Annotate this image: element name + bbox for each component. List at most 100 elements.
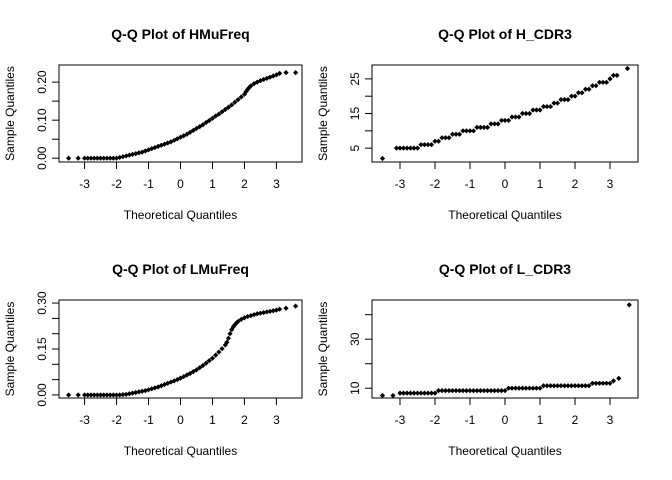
data-point <box>101 155 107 161</box>
data-point <box>586 86 592 92</box>
data-point <box>498 388 505 394</box>
x-tick-label: 3 <box>273 413 280 427</box>
data-point <box>393 145 400 151</box>
x-tick-label: -1 <box>465 177 476 191</box>
x-tick-label: 3 <box>607 413 614 427</box>
data-point <box>596 380 603 386</box>
data-point <box>390 392 396 399</box>
x-tick-label: 0 <box>177 413 184 427</box>
data-point <box>575 90 582 96</box>
data-point <box>379 392 386 399</box>
data-point <box>397 390 403 396</box>
data-point <box>425 390 431 396</box>
x-tick-label: 1 <box>209 177 216 191</box>
points-l-cdr3 <box>379 302 632 399</box>
x-axis-label: Theoretical Quantiles <box>448 444 561 458</box>
data-point <box>203 360 209 366</box>
data-point <box>425 142 431 148</box>
data-point <box>540 383 547 389</box>
data-point <box>474 388 480 394</box>
data-point <box>526 385 533 391</box>
data-point <box>544 103 550 110</box>
data-point <box>267 308 273 314</box>
x-tick-label: -3 <box>395 413 406 427</box>
data-point <box>456 388 463 394</box>
data-point <box>502 117 508 124</box>
data-point <box>254 79 260 85</box>
x-axis-label: Theoretical Quantiles <box>124 208 237 222</box>
data-point <box>603 380 610 386</box>
data-point <box>123 391 129 397</box>
x-tick-label: -3 <box>79 413 90 427</box>
points-h-cdr3 <box>379 65 631 162</box>
data-point <box>225 104 232 110</box>
data-point <box>460 388 466 394</box>
data-point <box>232 322 238 328</box>
data-point <box>432 138 438 144</box>
data-point <box>107 392 113 398</box>
data-point <box>516 385 522 391</box>
x-tick-label: -3 <box>79 177 90 191</box>
data-point <box>273 307 280 313</box>
data-point <box>554 383 561 389</box>
data-point <box>453 388 459 394</box>
data-point <box>600 380 606 386</box>
data-point <box>197 365 203 371</box>
y-axis-label: Sample Quantiles <box>3 302 17 397</box>
data-point <box>498 117 505 124</box>
data-point <box>238 94 244 100</box>
data-point <box>582 383 589 389</box>
data-point <box>104 155 110 161</box>
y-axis-label: Sample Quantiles <box>3 66 17 161</box>
data-point <box>407 390 414 396</box>
panel-lmufreq: Q-Q Plot of LMuFreq Theoretical Quantiles… <box>3 261 303 458</box>
data-point <box>219 109 225 115</box>
y-tick-label: 0.10 <box>35 108 49 132</box>
data-point <box>579 90 585 96</box>
y-axis: 5 15 25 <box>348 72 372 151</box>
y-tick-label: 15 <box>348 107 362 121</box>
data-point <box>586 383 592 389</box>
y-tick-label: 0.20 <box>35 70 49 94</box>
data-point <box>579 383 585 389</box>
data-point <box>572 383 578 389</box>
data-point <box>251 312 257 318</box>
data-point <box>129 390 136 396</box>
data-point <box>200 122 206 128</box>
data-point <box>379 155 386 162</box>
data-point <box>474 124 480 130</box>
data-point <box>582 86 589 92</box>
data-point <box>267 74 273 80</box>
y-axis-label: Sample Quantiles <box>316 66 330 161</box>
data-point <box>593 83 599 89</box>
panel-title: Q-Q Plot of L_CDR3 <box>439 261 571 277</box>
data-point <box>216 111 222 117</box>
data-point <box>126 391 132 397</box>
data-point <box>509 114 515 120</box>
data-point <box>94 392 100 398</box>
x-tick-label: 3 <box>273 177 280 191</box>
x-tick-label: 3 <box>607 177 614 191</box>
data-point <box>568 383 575 389</box>
x-tick-label: -2 <box>111 177 122 191</box>
x-tick-label: 0 <box>177 177 184 191</box>
data-point <box>607 76 613 82</box>
data-point <box>273 72 280 78</box>
data-point <box>593 380 599 386</box>
data-point <box>488 388 494 394</box>
x-axis: -3 -2 -1 0 1 2 3 <box>79 398 280 427</box>
x-tick-label: -2 <box>111 413 122 427</box>
data-point <box>213 352 219 358</box>
data-point <box>453 131 459 137</box>
data-point <box>171 378 177 384</box>
data-point <box>488 121 494 127</box>
x-tick-label: -3 <box>395 177 406 191</box>
data-point <box>565 97 571 103</box>
data-point <box>85 392 91 398</box>
data-point <box>418 142 424 148</box>
data-point <box>435 138 442 144</box>
data-point <box>624 65 631 72</box>
data-point <box>540 103 547 110</box>
y-axis-label: Sample Quantiles <box>316 302 330 397</box>
points-lmufreq <box>65 303 299 398</box>
